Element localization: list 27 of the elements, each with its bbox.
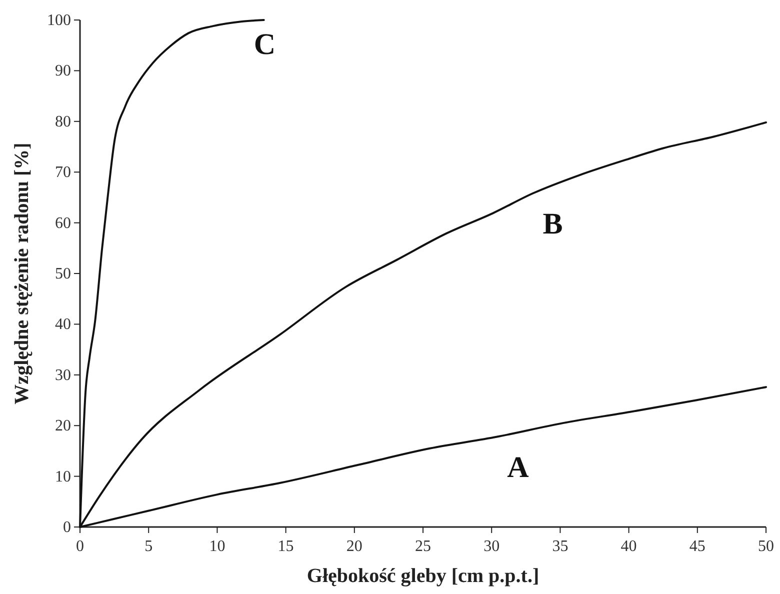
y-tick-label: 20 [55, 418, 71, 435]
x-tick-label: 25 [415, 538, 431, 555]
y-tick-label: 40 [55, 316, 71, 334]
y-axis-title: Względne stężenie radonu [%] [11, 142, 33, 404]
y-tick-label: 50 [55, 266, 71, 282]
y-tick-label: 0 [63, 519, 71, 536]
series-label: C [254, 28, 276, 61]
x-tick-label: 45 [689, 538, 706, 555]
x-tick-label: 30 [484, 538, 500, 555]
y-tick-label: 70 [55, 164, 71, 182]
x-tick-label: 10 [209, 538, 226, 555]
series-label: A [507, 450, 530, 484]
y-tick-label: 90 [55, 62, 71, 80]
x-tick-label: 15 [278, 538, 294, 555]
x-tick-label: 0 [76, 538, 84, 555]
y-tick-label: 100 [47, 12, 71, 29]
x-tick-label: 40 [620, 538, 637, 555]
x-tick-label: 35 [552, 538, 568, 555]
y-tick-label: 60 [55, 214, 71, 232]
series-label: B [542, 207, 563, 240]
x-tick-label: 5 [144, 538, 153, 555]
x-tick-label: 50 [758, 538, 774, 555]
y-tick-label: 30 [55, 366, 71, 384]
y-tick-label: 80 [55, 113, 71, 130]
x-tick-label: 20 [346, 538, 362, 555]
y-tick-label: 10 [55, 468, 71, 486]
x-axis-title: Głębokość gleby [cm p.p.t.] [306, 565, 540, 587]
